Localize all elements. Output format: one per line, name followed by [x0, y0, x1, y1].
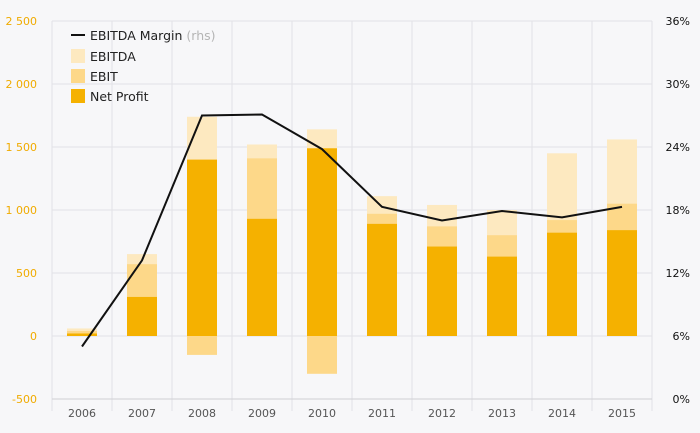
y-right-tick-label: 24% [666, 141, 690, 154]
y-right-tick-label: 12% [666, 267, 690, 280]
bar-ebit [187, 336, 217, 355]
x-tick-label: 2011 [368, 407, 396, 420]
bar-net-profit [127, 296, 157, 336]
bar-net-profit [367, 223, 397, 336]
y-left-tick-label: 500 [16, 267, 37, 280]
margin-line-layer [81, 113, 623, 348]
y-right-tick-label: 30% [666, 78, 690, 91]
y-left-tick-label: -500 [12, 393, 37, 406]
bar-net-profit [547, 232, 577, 336]
bar-net-profit [247, 218, 277, 336]
y-right-tick-label: 36% [666, 15, 690, 28]
y-left-tick-label: 1 500 [6, 141, 38, 154]
x-tick-label: 2014 [548, 407, 576, 420]
legend-label-ebitda-margin: EBITDA Margin (rhs) [90, 28, 216, 43]
bar-net-profit [427, 246, 457, 336]
x-tick-label: 2006 [68, 407, 96, 420]
bar-net-profit [487, 256, 517, 336]
x-tick-label: 2012 [428, 407, 456, 420]
y-left-tick-label: 2 000 [6, 78, 38, 91]
ebitda-margin-line [81, 113, 623, 348]
grid-lines [51, 20, 653, 411]
x-tick-label: 2007 [128, 407, 156, 420]
legend-label-rhs: (rhs) [186, 28, 215, 43]
axes: -500 0 500 1 000 1 500 2 000 2 500 0% 6% 12% 18% 24… [6, 15, 691, 420]
legend-label-net-profit: Net Profit [90, 89, 149, 104]
legend-swatch-ebit [71, 69, 85, 83]
bar-ebit [67, 330, 97, 336]
y-right-tick-label: 6% [673, 330, 690, 343]
legend-swatch-net-profit [71, 89, 85, 103]
bar-net-profit [67, 333, 97, 336]
y-right-tick-label: 0% [673, 393, 690, 406]
x-tick-label: 2009 [248, 407, 276, 420]
x-tick-label: 2013 [488, 407, 516, 420]
bars [67, 116, 637, 374]
bar-net-profit [607, 230, 637, 336]
y-right-tick-label: 18% [666, 204, 690, 217]
bar-net-profit [307, 148, 337, 336]
y-left-tick-label: 0 [30, 330, 37, 343]
x-tick-label: 2015 [608, 407, 636, 420]
y-left-tick-label: 1 000 [6, 204, 38, 217]
x-tick-label: 2008 [188, 407, 216, 420]
bar-net-profit [187, 159, 217, 336]
legend-label-ebitda: EBITDA [90, 49, 136, 64]
legend-swatch-ebitda [71, 49, 85, 63]
legend-label-ebit: EBIT [90, 69, 118, 84]
y-left-tick-label: 2 500 [6, 15, 38, 28]
legend-label-ebitda-margin-name: EBITDA Margin [90, 28, 182, 43]
x-tick-label: 2010 [308, 407, 336, 420]
legend: EBITDA Margin (rhs) EBITDA EBIT Net Profit [71, 28, 216, 104]
bar-ebit [307, 336, 337, 374]
